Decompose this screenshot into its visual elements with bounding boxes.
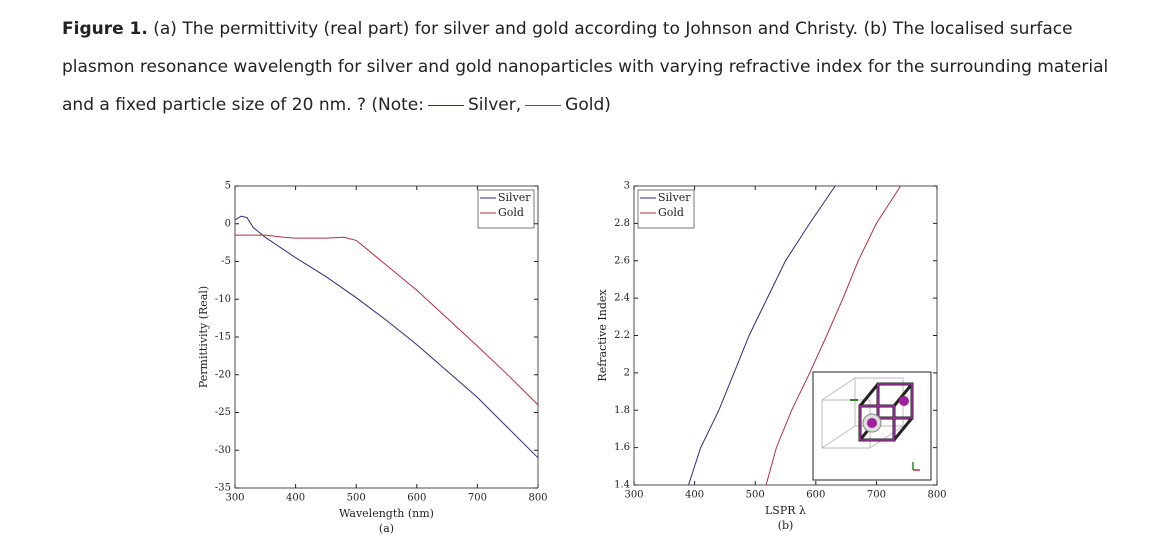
x-tick-label: 700 — [867, 490, 886, 501]
plot-frame — [234, 185, 539, 489]
x-tick-label: 400 — [685, 490, 704, 501]
caption: Figure 1. (a) The permittivity (real par… — [62, 10, 1142, 124]
y-tick-label: -20 — [215, 369, 231, 380]
y-tick-label: 5 — [225, 181, 231, 192]
x-tick-label: 500 — [347, 493, 366, 504]
x-tick-label: 800 — [927, 490, 946, 501]
y-tick-label: -15 — [215, 332, 231, 343]
legend-label: Silver — [658, 191, 691, 204]
y-tick-label: 0 — [225, 218, 231, 229]
y-tick-label: -30 — [215, 445, 231, 456]
x-axis-sublabel: (a) — [379, 522, 394, 535]
legend-label: Gold — [498, 206, 524, 219]
note-swatch — [525, 104, 562, 106]
inset-diagram — [812, 371, 932, 481]
y-tick-label: 2.4 — [614, 293, 630, 304]
x-tick-label: 700 — [468, 493, 487, 504]
x-tick-label: 300 — [624, 490, 643, 501]
x-tick-label: 500 — [746, 490, 765, 501]
y-tick-label: 1.4 — [614, 480, 630, 491]
note-item: Gold) — [565, 95, 611, 115]
y-tick-label: -10 — [215, 294, 231, 305]
y-tick-label: 1.8 — [614, 405, 630, 416]
y-tick-label: 2.6 — [614, 255, 630, 266]
series-line — [234, 215, 539, 459]
x-tick-label: 800 — [528, 493, 547, 504]
x-axis-sublabel: (b) — [778, 519, 794, 532]
caption-text: (a) The permittivity (real part) for sil… — [62, 19, 1109, 115]
series-line — [235, 234, 539, 406]
y-axis-label: Permittivity (Real) — [197, 286, 210, 388]
y-tick-label: 2 — [624, 367, 630, 378]
y-tick-label: 2.8 — [614, 218, 630, 229]
legend-box — [637, 189, 695, 229]
y-tick-label: 1.6 — [614, 442, 630, 453]
caption-label: Figure 1. — [62, 19, 148, 39]
note-item: Silver, — [468, 95, 522, 115]
legend-box — [477, 189, 535, 229]
y-tick-label: 2.2 — [614, 330, 630, 341]
y-tick-label: 3 — [624, 181, 630, 192]
x-tick-label: 300 — [225, 493, 244, 504]
x-tick-label: 600 — [806, 490, 825, 501]
y-tick-label: -25 — [215, 407, 231, 418]
series-line — [765, 185, 902, 486]
x-axis-label: Wavelength (nm) — [339, 507, 434, 520]
y-tick-label: -5 — [221, 256, 231, 267]
chart: 1.4 1.6 1.8 2 2.2 2.4 2.6 2.8 3 300 400 500 600 700 80… — [596, 181, 947, 533]
x-tick-label: 600 — [407, 493, 426, 504]
x-tick-label: 400 — [286, 493, 305, 504]
legend-label: Gold — [658, 206, 684, 219]
x-axis-label: LSPR λ — [765, 504, 806, 517]
caption-note: ? (Note: — [356, 95, 424, 115]
note-swatch — [428, 104, 464, 106]
y-tick-label: -35 — [215, 483, 231, 494]
y-axis-label: Refractive Index — [596, 289, 609, 382]
legend-label: Silver — [498, 191, 531, 204]
series-line — [688, 185, 836, 486]
